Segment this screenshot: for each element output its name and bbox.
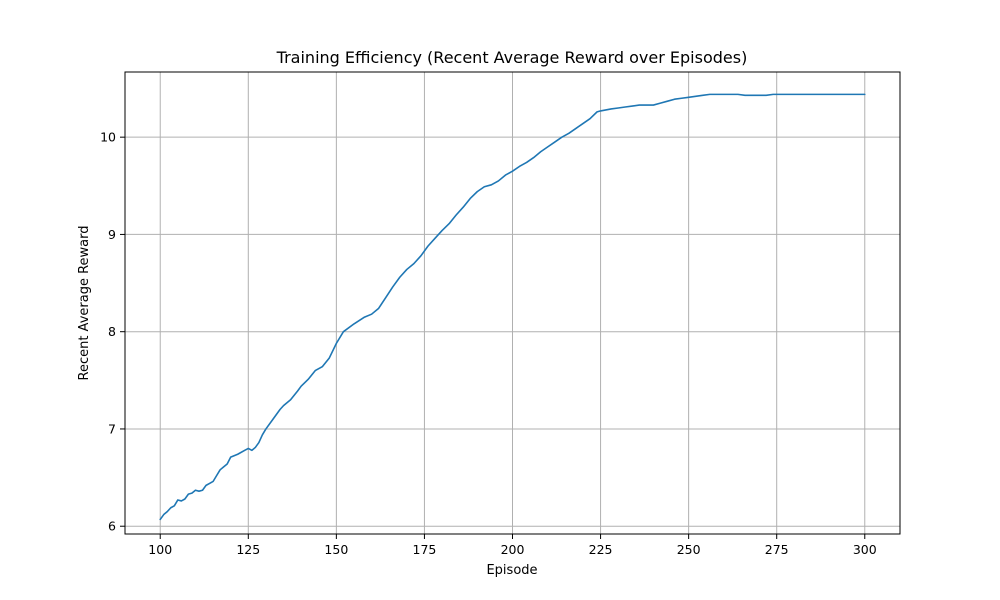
axis-ticks: 100 125 150 175 200 225 250 275 300 6 7 8 9 10 [100, 130, 877, 557]
y-tick-label: 9 [108, 227, 116, 242]
y-tick-label: 6 [108, 519, 116, 534]
y-tick-label: 8 [108, 324, 116, 339]
x-tick-label: 300 [853, 542, 877, 557]
series-line [159, 93, 866, 521]
chart-title: Training Efficiency (Recent Average Rewa… [276, 48, 748, 67]
y-tick-label: 7 [108, 421, 116, 436]
y-tick-label: 10 [100, 130, 116, 145]
x-tick-label: 125 [236, 542, 260, 557]
grid-lines [125, 72, 900, 534]
x-tick-label: 250 [677, 542, 701, 557]
x-axis-label: Episode [486, 563, 537, 578]
x-tick-label: 175 [413, 542, 437, 557]
x-tick-label: 150 [324, 542, 348, 557]
x-tick-label: 275 [765, 542, 789, 557]
x-tick-label: 200 [501, 542, 525, 557]
x-tick-label: 100 [148, 542, 172, 557]
y-axis-label: Recent Average Reward [77, 226, 92, 381]
x-tick-label: 225 [589, 542, 613, 557]
